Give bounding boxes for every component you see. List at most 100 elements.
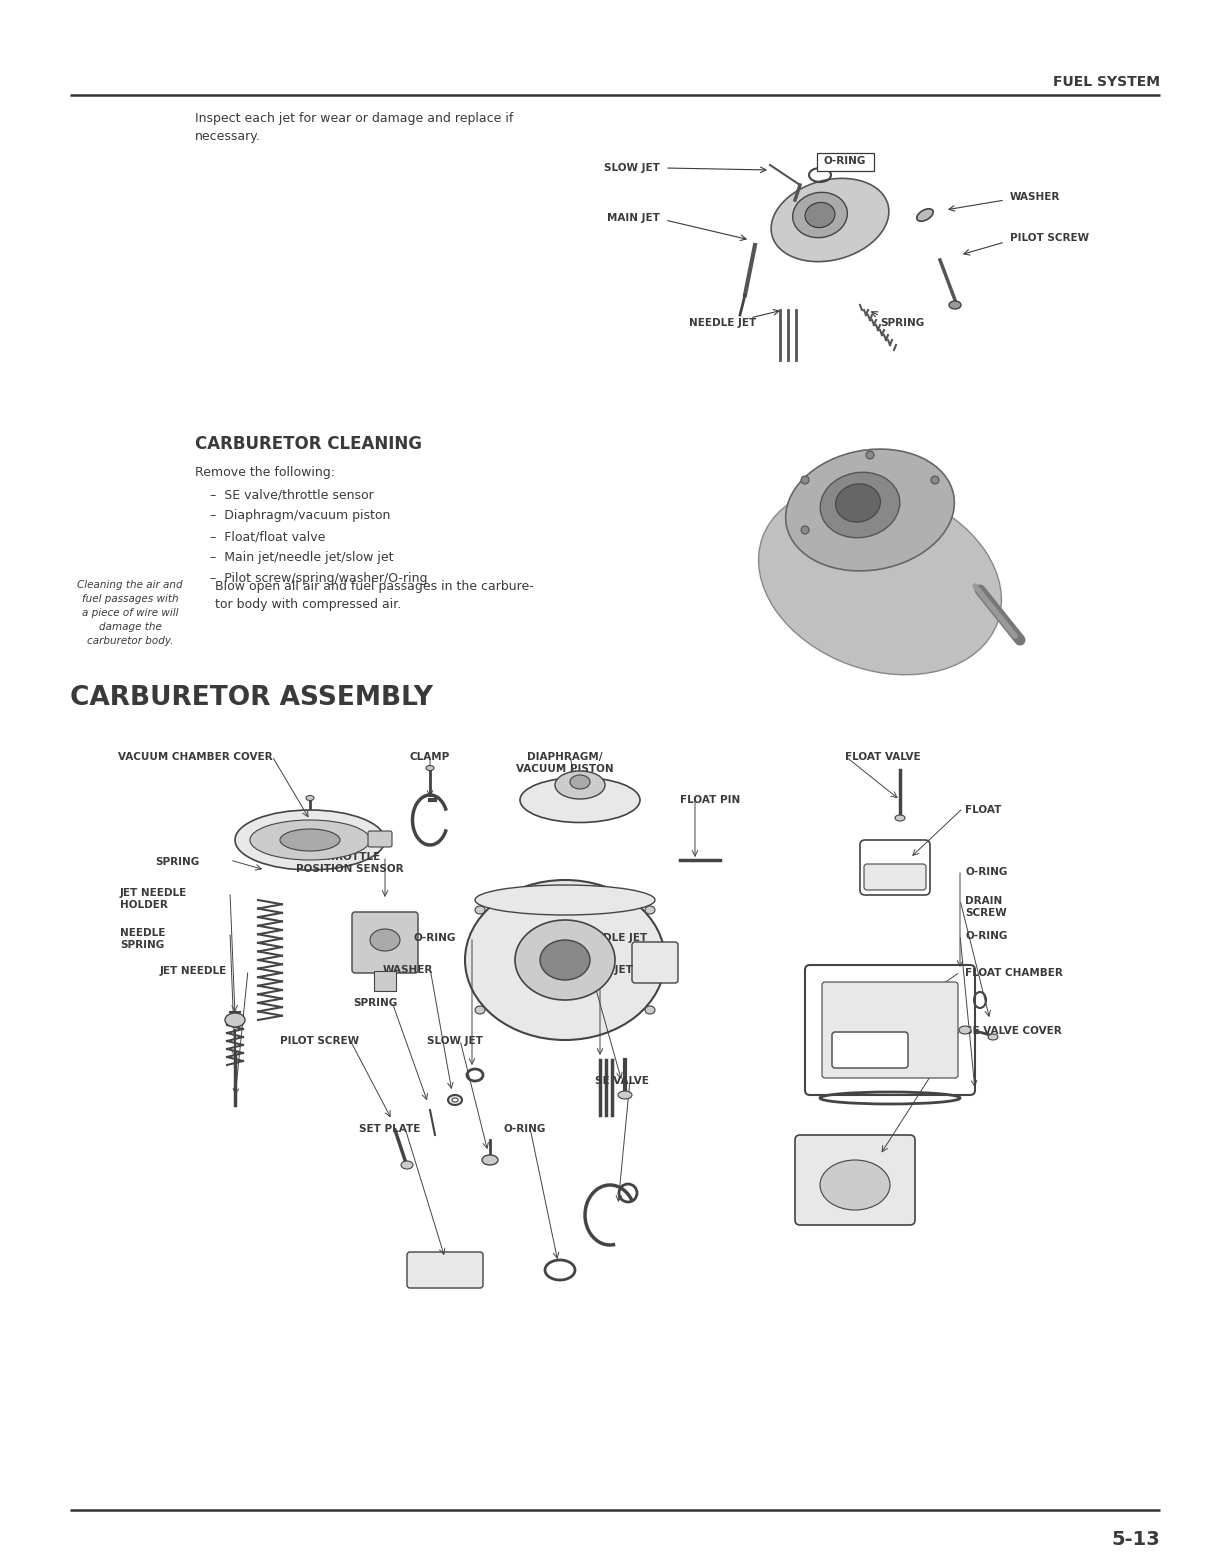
Ellipse shape — [465, 879, 665, 1040]
Text: DIAPHRAGM/
VACUUM PISTON: DIAPHRAGM/ VACUUM PISTON — [517, 751, 613, 775]
Ellipse shape — [931, 475, 939, 483]
Ellipse shape — [820, 1160, 890, 1210]
Text: MAIN JET: MAIN JET — [580, 965, 633, 974]
Ellipse shape — [793, 192, 847, 237]
Ellipse shape — [949, 301, 961, 309]
Ellipse shape — [867, 451, 874, 458]
FancyBboxPatch shape — [816, 153, 874, 171]
Text: –  Main jet/needle jet/slow jet: – Main jet/needle jet/slow jet — [211, 550, 393, 564]
Text: necessary.: necessary. — [195, 129, 261, 143]
FancyBboxPatch shape — [408, 1252, 483, 1288]
Text: JET NEEDLE
HOLDER: JET NEEDLE HOLDER — [120, 889, 187, 910]
Ellipse shape — [370, 929, 400, 951]
Ellipse shape — [645, 1006, 655, 1013]
Text: SPRING: SPRING — [880, 318, 924, 327]
Text: –  Pilot screw/spring/washer/O-ring: – Pilot screw/spring/washer/O-ring — [211, 572, 427, 585]
Ellipse shape — [958, 1026, 971, 1034]
Ellipse shape — [836, 483, 880, 522]
Text: Blow open all air and fuel passages in the carbure-: Blow open all air and fuel passages in t… — [215, 580, 534, 592]
Ellipse shape — [759, 485, 1001, 675]
Text: O-RING: O-RING — [965, 867, 1007, 878]
Text: FLOAT VALVE: FLOAT VALVE — [845, 751, 920, 762]
Text: SPRING: SPRING — [155, 857, 200, 867]
Text: SLOW JET: SLOW JET — [605, 164, 660, 173]
Text: PILOT SCREW: PILOT SCREW — [1010, 232, 1089, 243]
FancyBboxPatch shape — [864, 864, 927, 890]
Text: NEEDLE JET: NEEDLE JET — [689, 318, 756, 327]
FancyBboxPatch shape — [823, 982, 958, 1077]
Ellipse shape — [520, 778, 640, 823]
FancyBboxPatch shape — [796, 1135, 916, 1225]
Ellipse shape — [988, 1034, 998, 1040]
Text: JET NEEDLE: JET NEEDLE — [160, 967, 228, 976]
Ellipse shape — [235, 811, 386, 870]
Text: SPRING: SPRING — [353, 998, 397, 1009]
Ellipse shape — [475, 1006, 485, 1013]
Ellipse shape — [540, 940, 590, 981]
Text: WASHER: WASHER — [383, 965, 433, 974]
FancyBboxPatch shape — [632, 942, 678, 984]
Text: SE VALVE: SE VALVE — [595, 1076, 649, 1087]
Ellipse shape — [786, 449, 955, 571]
Text: FUEL SYSTEM: FUEL SYSTEM — [1053, 75, 1160, 89]
Ellipse shape — [448, 1094, 461, 1105]
Ellipse shape — [917, 209, 933, 221]
Text: DRAIN
SCREW: DRAIN SCREW — [965, 896, 1007, 918]
Ellipse shape — [800, 475, 809, 483]
Text: FLOAT: FLOAT — [965, 804, 1001, 815]
Ellipse shape — [475, 886, 655, 915]
Text: Cleaning the air and
fuel passages with
a piece of wire will
damage the
carburet: Cleaning the air and fuel passages with … — [77, 580, 182, 645]
Ellipse shape — [820, 472, 900, 538]
Ellipse shape — [800, 525, 809, 535]
Text: SET PLATE: SET PLATE — [360, 1124, 421, 1133]
Text: SE VALVE COVER: SE VALVE COVER — [965, 1026, 1061, 1037]
Ellipse shape — [475, 906, 485, 914]
Text: O-RING: O-RING — [965, 931, 1007, 942]
Text: CARBURETOR ASSEMBLY: CARBURETOR ASSEMBLY — [70, 684, 433, 711]
Text: –  Diaphragm/vacuum piston: – Diaphragm/vacuum piston — [211, 508, 390, 522]
Ellipse shape — [805, 203, 835, 228]
Ellipse shape — [280, 829, 340, 851]
Text: 5-13: 5-13 — [1111, 1529, 1160, 1550]
Ellipse shape — [482, 1155, 498, 1165]
Ellipse shape — [515, 920, 614, 999]
Ellipse shape — [225, 1013, 245, 1027]
Text: O-RING: O-RING — [504, 1124, 546, 1133]
Text: NEEDLE JET: NEEDLE JET — [580, 932, 647, 943]
Text: tor body with compressed air.: tor body with compressed air. — [215, 599, 401, 611]
Text: NEEDLE
SPRING: NEEDLE SPRING — [120, 928, 165, 951]
Ellipse shape — [554, 772, 605, 800]
Text: –  SE valve/throttle sensor: – SE valve/throttle sensor — [211, 488, 373, 500]
Ellipse shape — [771, 178, 889, 262]
FancyBboxPatch shape — [860, 840, 930, 895]
Ellipse shape — [895, 815, 905, 822]
Text: MAIN JET: MAIN JET — [607, 214, 660, 223]
Text: Inspect each jet for wear or damage and replace if: Inspect each jet for wear or damage and … — [195, 112, 513, 125]
Ellipse shape — [401, 1161, 412, 1169]
Text: WASHER: WASHER — [1010, 192, 1060, 203]
Text: CARBURETOR CLEANING: CARBURETOR CLEANING — [195, 435, 422, 454]
Ellipse shape — [426, 765, 435, 770]
Text: SLOW JET: SLOW JET — [427, 1037, 483, 1046]
Ellipse shape — [570, 775, 590, 789]
Text: VACUUM CHAMBER COVER: VACUUM CHAMBER COVER — [118, 751, 272, 762]
FancyBboxPatch shape — [368, 831, 392, 847]
Text: CLAMP: CLAMP — [410, 751, 450, 762]
FancyBboxPatch shape — [832, 1032, 908, 1068]
Ellipse shape — [645, 906, 655, 914]
Text: FLOAT CHAMBER: FLOAT CHAMBER — [965, 968, 1062, 977]
Text: THROTTLE
POSITION SENSOR: THROTTLE POSITION SENSOR — [296, 853, 404, 875]
Ellipse shape — [306, 795, 315, 800]
Text: FLOAT PIN: FLOAT PIN — [681, 795, 741, 804]
Text: –  Float/float valve: – Float/float valve — [211, 530, 326, 543]
Text: O-RING: O-RING — [414, 932, 457, 943]
Text: Remove the following:: Remove the following: — [195, 466, 335, 479]
FancyBboxPatch shape — [805, 965, 976, 1094]
Text: PILOT SCREW: PILOT SCREW — [280, 1037, 360, 1046]
Ellipse shape — [250, 820, 370, 861]
FancyBboxPatch shape — [353, 912, 419, 973]
Ellipse shape — [452, 1098, 458, 1102]
FancyBboxPatch shape — [375, 971, 397, 992]
Text: O-RING: O-RING — [824, 156, 867, 165]
Ellipse shape — [618, 1091, 632, 1099]
